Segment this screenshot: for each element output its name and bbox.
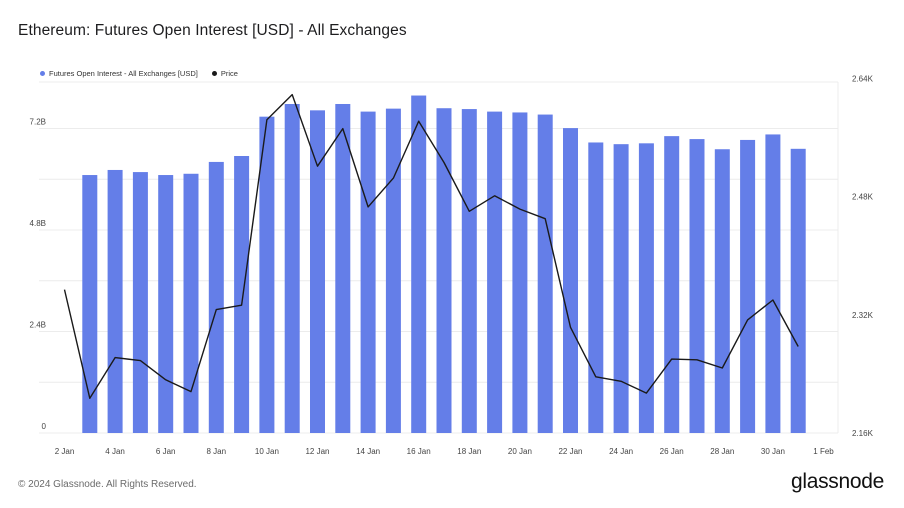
open-interest-bar[interactable] — [158, 175, 174, 434]
open-interest-bar[interactable] — [335, 103, 351, 434]
right-axis-tick-label: 2.16K — [852, 429, 874, 438]
open-interest-bar[interactable] — [664, 136, 680, 433]
open-interest-bar[interactable] — [638, 143, 654, 433]
open-interest-bar[interactable] — [714, 149, 730, 434]
x-axis-tick-label: 10 Jan — [255, 447, 279, 456]
open-interest-bar[interactable] — [385, 108, 401, 434]
open-interest-bar[interactable] — [689, 139, 705, 433]
x-axis-tick-label: 24 Jan — [609, 447, 633, 456]
open-interest-bar[interactable] — [537, 114, 553, 433]
x-axis-tick-label: 14 Jan — [356, 447, 380, 456]
x-axis-tick-label: 16 Jan — [407, 447, 431, 456]
open-interest-bar[interactable] — [234, 156, 250, 433]
price-line[interactable] — [63, 93, 799, 399]
open-interest-bar[interactable] — [411, 95, 427, 433]
open-interest-bar[interactable] — [613, 144, 629, 434]
chart-title: Ethereum: Futures Open Interest [USD] - … — [18, 22, 407, 39]
left-axis-tick-label: 4.8B — [30, 219, 46, 228]
open-interest-bar[interactable] — [310, 110, 325, 433]
x-axis-ticks: 2 Jan 4 Jan 6 Jan 8 Jan 10 Jan 12 Jan 14 Jan 16… — [55, 447, 835, 456]
open-interest-bar[interactable] — [740, 139, 756, 433]
legend-item-open-interest[interactable]: Futures Open Interest - All Exchanges [U… — [40, 69, 198, 78]
open-interest-legend-dot-icon — [40, 71, 45, 76]
open-interest-bar[interactable] — [436, 108, 452, 434]
price-line-layer — [63, 93, 799, 399]
open-interest-bar[interactable] — [284, 103, 300, 434]
legend: Futures Open Interest - All Exchanges [U… — [40, 69, 252, 78]
open-interest-bar[interactable] — [107, 169, 123, 434]
x-axis-tick-label: 28 Jan — [710, 447, 734, 456]
x-axis-tick-label: 8 Jan — [207, 447, 227, 456]
open-interest-bar[interactable] — [563, 128, 578, 433]
open-interest-bar[interactable] — [208, 161, 224, 433]
open-interest-bars — [82, 95, 806, 434]
open-interest-bar[interactable] — [461, 109, 477, 433]
open-interest-bar[interactable] — [512, 112, 528, 434]
open-interest-bar[interactable] — [259, 116, 275, 433]
x-axis-tick-label: 30 Jan — [761, 447, 785, 456]
glassnode-logo: glassnode — [790, 470, 884, 493]
open-interest-bar[interactable] — [183, 173, 199, 434]
legend-item-price[interactable]: Price — [211, 69, 238, 78]
x-axis-tick-label: 20 Jan — [508, 447, 532, 456]
x-axis-tick-label: 22 Jan — [558, 447, 582, 456]
legend-label-price: Price — [220, 69, 238, 78]
right-axis-ticks: 2.16K 2.32K 2.48K 2.64K — [852, 74, 874, 438]
x-axis-tick-label: 1 Feb — [813, 447, 834, 456]
x-axis-tick-label: 18 Jan — [457, 447, 481, 456]
open-interest-bar[interactable] — [360, 111, 376, 433]
left-axis-tick-label: 0 — [42, 422, 47, 431]
right-axis-tick-label: 2.48K — [852, 193, 874, 202]
copyright-text: © 2024 Glassnode. All Rights Reserved. — [18, 479, 197, 490]
left-axis-tick-label: 7.2B — [30, 118, 46, 127]
legend-label-open-interest: Futures Open Interest - All Exchanges [U… — [49, 69, 198, 78]
x-axis-tick-label: 12 Jan — [305, 447, 329, 456]
open-interest-bar[interactable] — [487, 111, 503, 433]
right-axis-tick-label: 2.64K — [852, 74, 874, 83]
price-legend-dot-icon — [211, 71, 217, 76]
open-interest-bar[interactable] — [765, 134, 781, 434]
x-axis-tick-label: 4 Jan — [105, 447, 125, 456]
open-interest-bar[interactable] — [588, 142, 604, 433]
open-interest-bar[interactable] — [82, 175, 98, 434]
x-axis-tick-label: 26 Jan — [660, 447, 684, 456]
right-axis-tick-label: 2.32K — [852, 311, 874, 320]
open-interest-bar[interactable] — [132, 172, 148, 433]
x-axis-tick-label: 2 Jan — [55, 447, 75, 456]
open-interest-bar[interactable] — [790, 148, 806, 433]
x-axis-tick-label: 6 Jan — [156, 447, 176, 456]
left-axis-ticks: 0 2.4B 4.8B 7.2B — [30, 118, 47, 431]
left-axis-tick-label: 2.4B — [30, 321, 46, 330]
